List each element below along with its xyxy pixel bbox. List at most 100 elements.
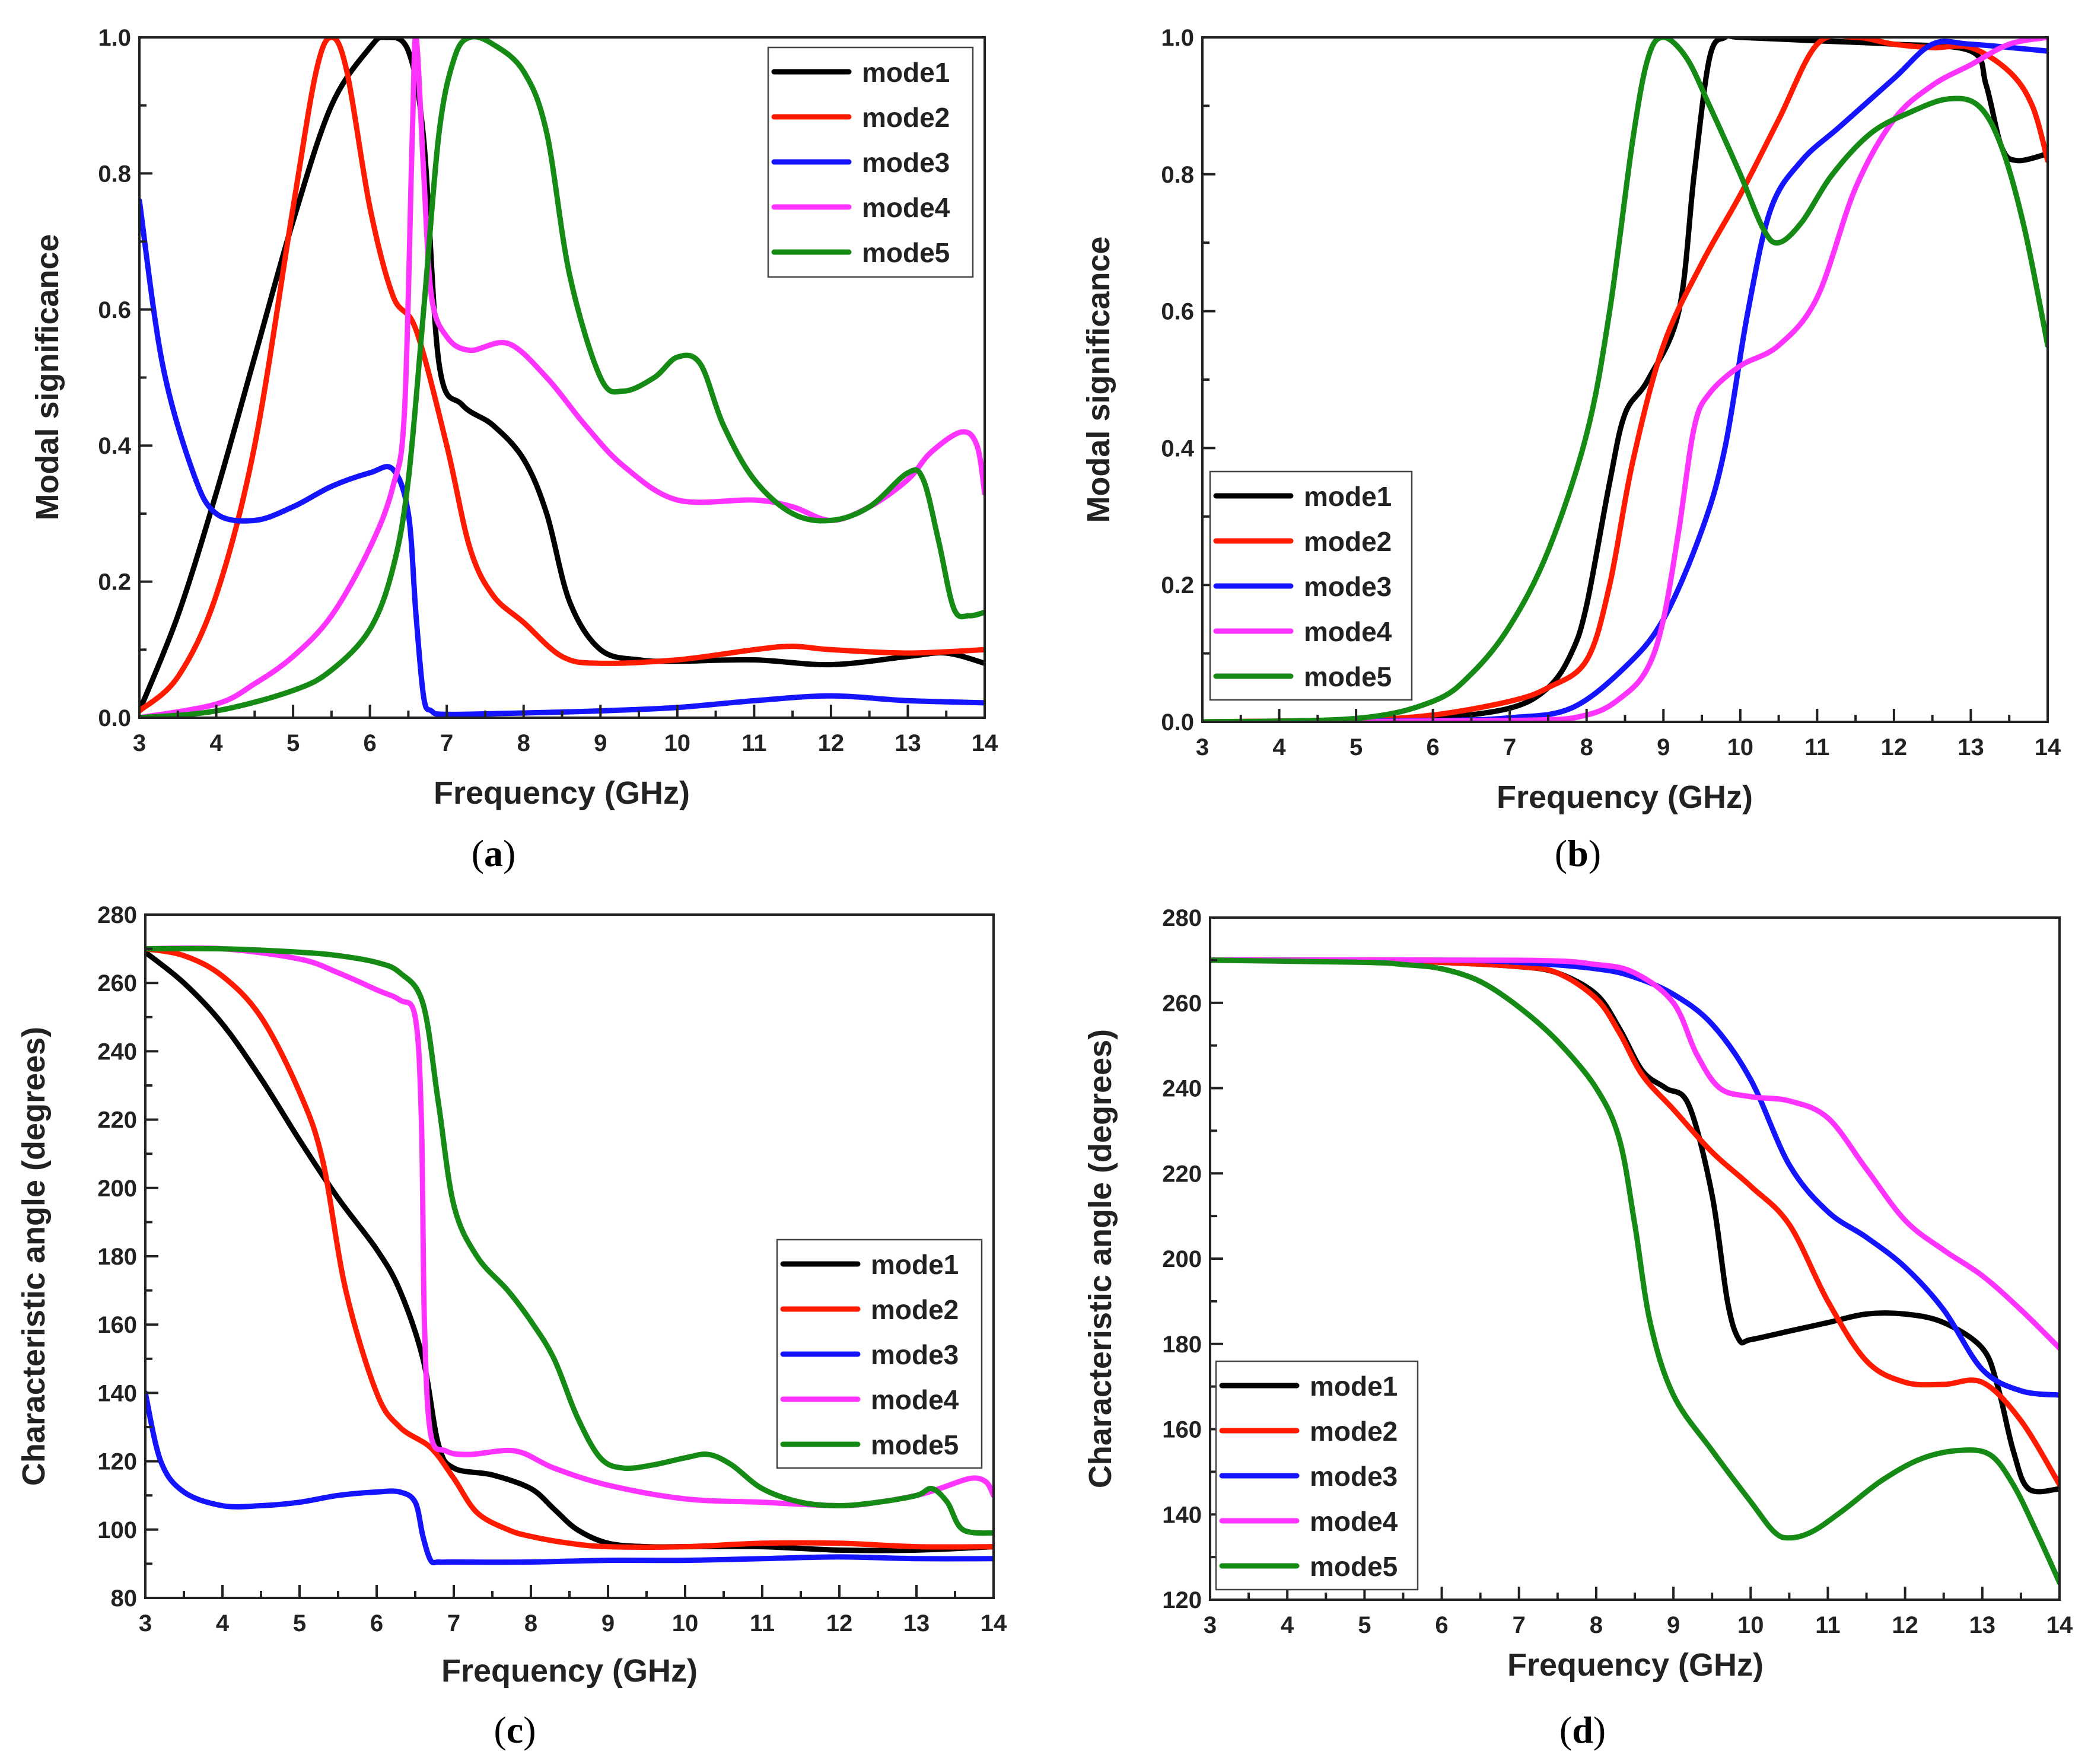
chart-a-xtick-label: 14: [972, 730, 998, 756]
chart-c-xtick-label: 12: [826, 1610, 853, 1636]
chart-c-xtick-label: 13: [903, 1610, 930, 1636]
chart-c-ticks: 3 4 5 6 7 8 9 10 11 12 13 14 80 100 120 140 160 180 200 220…: [97, 902, 1007, 1636]
chart-b-legend: mode1 mode2 mode3 mode4 mode5: [1209, 470, 1413, 701]
legend-d-mode2-label: mode2: [1310, 1416, 1398, 1447]
chart-a-xtick-label: 12: [818, 730, 845, 756]
chart-a-caption-letter: a: [484, 832, 503, 874]
chart-c-ytick-label: 280: [97, 902, 137, 928]
legend-b-mode1-label: mode1: [1304, 481, 1392, 512]
chart-a-xtick-label: 11: [741, 730, 766, 756]
chart-b-series-mode4: [1202, 37, 2048, 722]
chart-a-x-axis-title: Frequency (GHz): [434, 775, 690, 811]
chart-c-ytick-label: 180: [97, 1244, 137, 1270]
chart-d-series-mode5: [1210, 957, 2060, 1585]
chart-d-ytick-label: 220: [1162, 1161, 1202, 1187]
chart-c-xtick-label: 11: [750, 1610, 775, 1636]
chart-c: 3 4 5 6 7 8 9 10 11 12 13 14 80 100 120 140 160 180 200 220…: [16, 902, 1007, 1751]
chart-d-xtick-label: 13: [1969, 1612, 1996, 1638]
chart-a-xtick-label: 3: [133, 730, 146, 756]
legend-c-mode5-label: mode5: [871, 1429, 959, 1460]
chart-b-xtick-label: 9: [1657, 734, 1670, 760]
chart-a-xtick-label: 9: [594, 730, 607, 756]
chart-b-ytick-label: 0.0: [1161, 709, 1194, 735]
legend-b-mode4-label: mode4: [1304, 616, 1392, 647]
chart-d-xtick-label: 6: [1435, 1612, 1448, 1638]
chart-d-xtick-label: 9: [1667, 1612, 1680, 1638]
chart-c-xtick-label: 14: [981, 1610, 1007, 1636]
chart-b-series-mode5: [1202, 37, 2048, 722]
legend-a-mode4-label: mode4: [862, 192, 950, 223]
legend-c-mode1-label: mode1: [871, 1249, 959, 1280]
chart-a-ytick-label: 0.2: [98, 569, 131, 596]
chart-a-ytick-label: 1.0: [98, 25, 131, 51]
chart-d-ytick-label: 120: [1162, 1587, 1202, 1613]
chart-d-legend: mode1 mode2 mode3 mode4 mode5: [1215, 1360, 1419, 1591]
legend-d-mode5-label: mode5: [1310, 1551, 1398, 1582]
chart-d-y-axis-title: Characteristic angle (degrees): [1083, 1029, 1118, 1488]
chart-c-curves: [145, 945, 994, 1566]
chart-b-x-axis-title: Frequency (GHz): [1497, 779, 1753, 815]
chart-b-y-axis-title: Modal significance: [1081, 236, 1116, 523]
chart-b: 3 4 5 6 7 8 9 10 11 12 13 14 0.0 0.2 0.4 0.6 0.8 1.0 Freq…: [1081, 25, 2061, 874]
chart-a-xtick-label: 13: [895, 730, 921, 756]
chart-c-series-mode3: [145, 1390, 994, 1566]
chart-d-xtick-label: 3: [1204, 1612, 1217, 1638]
chart-d-ytick-label: 260: [1162, 991, 1202, 1017]
chart-a-ytick-label: 0.8: [98, 161, 131, 187]
chart-c-ytick-label: 120: [97, 1449, 137, 1475]
chart-b-xtick-label: 11: [1804, 734, 1829, 760]
chart-d-xtick-label: 7: [1513, 1612, 1526, 1638]
chart-b-xtick-label: 8: [1580, 734, 1593, 760]
chart-b-caption: (b): [1555, 832, 1601, 874]
chart-a-y-axis-title: Modal significance: [30, 234, 65, 520]
chart-a-ytick-label: 0.4: [98, 433, 131, 459]
chart-c-caption: (c): [494, 1709, 536, 1751]
chart-b-xtick-label: 10: [1727, 734, 1754, 760]
chart-b-xtick-label: 12: [1881, 734, 1908, 760]
chart-a-ytick-label: 0.6: [98, 297, 131, 323]
legend-c-mode2-label: mode2: [871, 1294, 959, 1325]
chart-c-ytick-label: 100: [97, 1517, 137, 1543]
chart-d-xtick-label: 4: [1281, 1612, 1294, 1638]
chart-b-xtick-label: 6: [1427, 734, 1440, 760]
chart-b-ytick-label: 0.4: [1161, 435, 1194, 461]
chart-c-legend: mode1 mode2 mode3 mode4 mode5: [776, 1238, 983, 1469]
chart-c-xtick-label: 10: [672, 1610, 699, 1636]
chart-d-curves: [1210, 957, 2060, 1585]
chart-c-xtick-label: 4: [216, 1610, 230, 1636]
chart-a-ticks: 3 4 5 6 7 8 9 10 11 12 13 14 0.0 0.2 0.4 0.6 0.8 1.0: [98, 25, 998, 756]
chart-b-xtick-label: 4: [1272, 734, 1286, 760]
chart-a-legend: mode1 mode2 mode3 mode4 mode5: [767, 46, 974, 278]
chart-d-xtick-label: 12: [1892, 1612, 1918, 1638]
chart-b-ytick-label: 0.6: [1161, 299, 1194, 325]
chart-d-series-mode3: [1210, 957, 2060, 1398]
legend-d-mode4-label: mode4: [1310, 1506, 1398, 1537]
chart-b-ytick-label: 0.8: [1161, 162, 1194, 188]
chart-b-ytick-label: 0.2: [1161, 572, 1194, 598]
chart-a-xtick-label: 4: [209, 730, 223, 756]
chart-c-caption-letter: c: [507, 1709, 523, 1751]
chart-c-ytick-label: 160: [97, 1312, 137, 1338]
chart-a-xtick-label: 6: [364, 730, 377, 756]
chart-d-xtick-label: 8: [1590, 1612, 1603, 1638]
chart-b-ytick-label: 1.0: [1161, 25, 1194, 51]
chart-b-ticks: 3 4 5 6 7 8 9 10 11 12 13 14 0.0 0.2 0.4 0.6 0.8 1.0: [1161, 25, 2061, 760]
chart-c-xtick-label: 5: [293, 1610, 306, 1636]
chart-d-xtick-label: 11: [1815, 1612, 1840, 1638]
chart-d-ytick-label: 140: [1162, 1502, 1202, 1528]
legend-a-mode1-label: mode1: [862, 57, 950, 88]
chart-a-xtick-label: 7: [440, 730, 453, 756]
chart-b-curves: [1202, 37, 2048, 722]
chart-d-x-axis-title: Frequency (GHz): [1507, 1647, 1764, 1683]
chart-c-ytick-label: 240: [97, 1039, 137, 1065]
chart-d-caption: (d): [1559, 1709, 1606, 1751]
chart-a-caption: (a): [472, 832, 516, 874]
legend-b-mode5-label: mode5: [1304, 661, 1392, 692]
chart-d-ytick-label: 240: [1162, 1076, 1202, 1102]
chart-d-series-mode4: [1210, 957, 2060, 1351]
chart-d: 3 4 5 6 7 8 9 10 11 12 13 14 120 140 160 180 200 220 240 26…: [1083, 905, 2073, 1751]
chart-b-xtick-label: 7: [1503, 734, 1516, 760]
legend-a-mode3-label: mode3: [862, 147, 950, 178]
chart-a-series-mode5: [139, 37, 985, 718]
chart-b-xtick-label: 3: [1196, 734, 1209, 760]
